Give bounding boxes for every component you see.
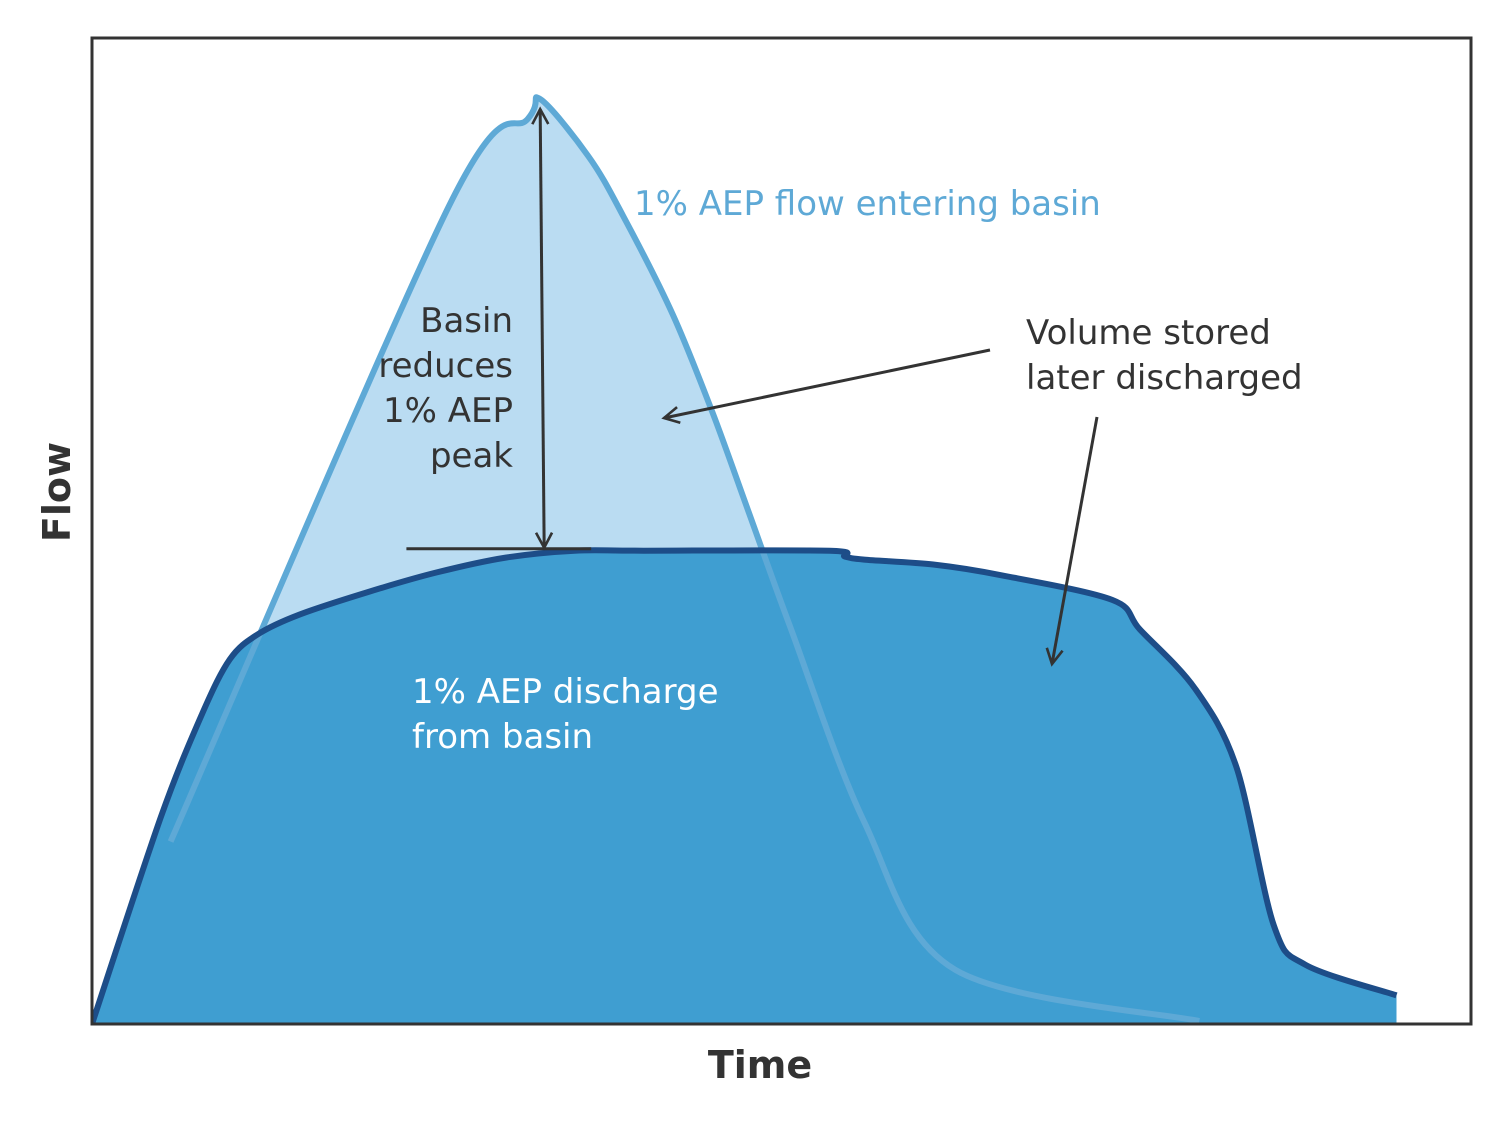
inflow-series-label: 1% AEP flow entering basin (634, 184, 1101, 224)
outflow-series-label-line: 1% AEP discharge (412, 672, 719, 712)
peak-reduction-label-line: peak (430, 436, 513, 476)
peak-reduction-label-line: reduces (378, 346, 513, 386)
storage-label-line: Volume stored (1026, 313, 1271, 353)
peak-reduction-label-line: Basin (420, 301, 513, 341)
inflow-line (167, 94, 1200, 1024)
storage-arrow-to-outflow (1045, 416, 1099, 667)
x-axis-label: Time (708, 1043, 812, 1087)
peak-reduction-arrow (531, 106, 554, 551)
outflow-series-label-line: from basin (412, 717, 593, 757)
peak-reduction-label-line: 1% AEP (383, 391, 513, 431)
outflow-line (92, 547, 1398, 1024)
storage-arrow-to-inflow (661, 348, 991, 425)
outflow-area (92, 550, 1397, 1024)
y-axis-label: Flow (35, 442, 79, 542)
storage-label-line: later discharged (1026, 358, 1303, 398)
plot-frame (90, 36, 1473, 1026)
